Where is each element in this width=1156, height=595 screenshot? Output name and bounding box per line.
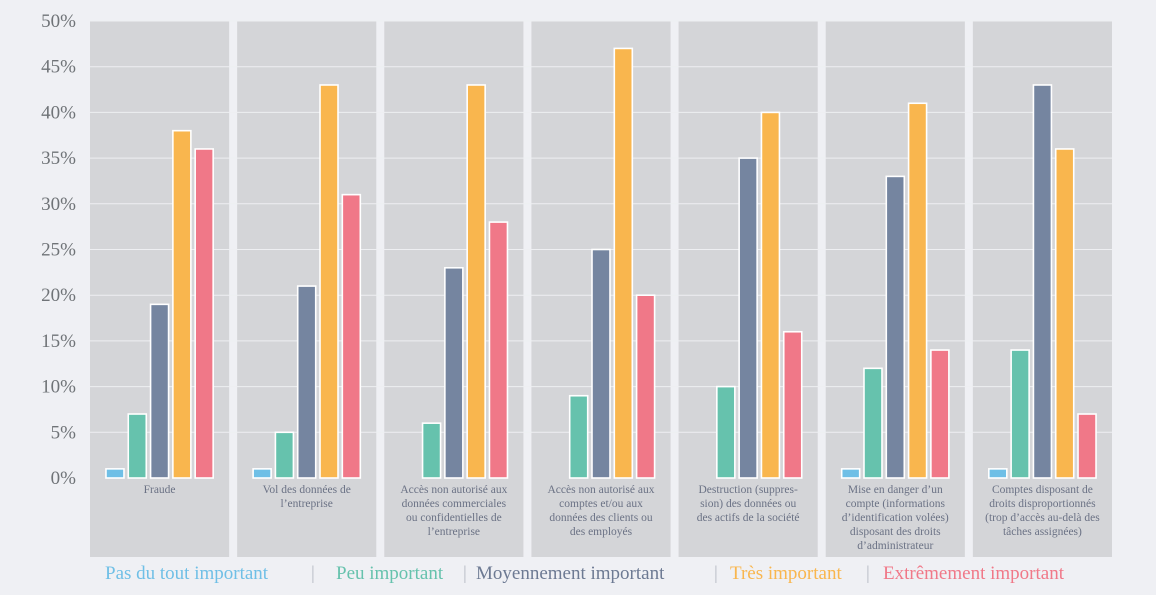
bar (863, 367, 883, 479)
category-label: Comptes disposant de droits disproportion… (985, 484, 1100, 538)
bar (127, 413, 148, 479)
bar (149, 303, 170, 479)
y-tick-label: 0% (51, 468, 77, 489)
bar (274, 431, 295, 479)
bar (296, 285, 317, 479)
bar (716, 385, 736, 479)
bar (1077, 413, 1097, 479)
category-label: Vol des données de l’entreprise (263, 484, 351, 510)
bar (613, 47, 634, 479)
bar (488, 221, 509, 479)
bar (635, 294, 656, 479)
bar (1032, 84, 1053, 479)
category-label: Mise en danger d’un compte (informations d… (842, 484, 949, 552)
y-tick-label: 15% (41, 331, 76, 352)
legend-separator: | (311, 563, 315, 584)
bar (421, 422, 442, 479)
bar (252, 468, 272, 479)
y-tick-label: 20% (41, 285, 76, 306)
y-tick-label: 35% (41, 148, 76, 169)
y-tick-label: 50% (41, 11, 76, 32)
chart-legend: Pas du tout important Peu important Moyenn… (0, 561, 1156, 591)
y-tick-label: 40% (41, 102, 76, 123)
bar-chart: 0% 5% 10% 15% 20% 25% 30% 35% 40% 45% 50% Fraude Vol… (41, 11, 1112, 557)
bar (319, 84, 339, 479)
bar (568, 394, 589, 479)
legend-entry: Peu important (336, 563, 444, 584)
bar (840, 468, 861, 479)
bar (1054, 148, 1075, 479)
y-tick-label: 30% (41, 194, 76, 215)
legend-separator: | (714, 563, 718, 584)
bar (591, 248, 611, 479)
legend-entry: Extrêmement important (883, 563, 1064, 584)
bar (194, 148, 214, 479)
bar (466, 84, 486, 479)
legend-separator: | (463, 563, 467, 584)
bar (760, 111, 781, 479)
bar (1010, 349, 1030, 479)
bar (782, 330, 803, 479)
bar (930, 349, 950, 479)
bar (885, 175, 906, 479)
category-label: Accès non autorisé aux données commercial… (400, 484, 507, 538)
y-tick-label: 25% (41, 240, 76, 261)
category-label: Destruction (suppres-sion) des données o… (697, 484, 800, 524)
y-tick-label: 10% (41, 377, 76, 398)
bar (105, 468, 125, 479)
y-tick-label: 5% (51, 422, 77, 443)
y-tick-label: 45% (41, 57, 76, 78)
bar (172, 129, 192, 479)
bar (341, 193, 362, 479)
legend-entry: Très important (730, 563, 842, 584)
bar (738, 157, 758, 479)
category-label: Fraude (144, 484, 176, 496)
legend-entry: Pas du tout important (105, 563, 269, 584)
bar (907, 102, 928, 479)
category-label: Accès non autorisé aux comptes et/ou aux d… (548, 484, 655, 538)
bar (444, 266, 464, 479)
bar (988, 468, 1008, 479)
legend-entry: Moyennement important (476, 563, 665, 584)
legend-separator: | (866, 563, 870, 584)
